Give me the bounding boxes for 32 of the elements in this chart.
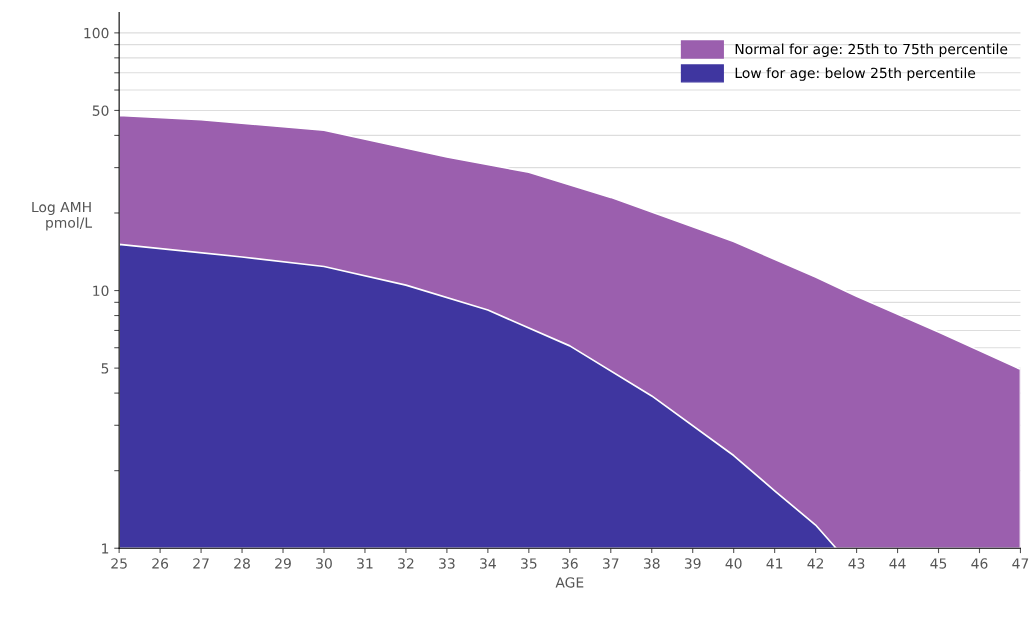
x-tick-label: 29 — [275, 558, 291, 569]
x-tick-label: 27 — [193, 558, 209, 569]
x-tick-label: 25 — [111, 558, 127, 569]
y-tick-label: 5 — [101, 363, 109, 374]
x-tick-label: 34 — [480, 558, 496, 569]
x-tick-label: 44 — [889, 558, 906, 569]
x-tick-label: 37 — [602, 558, 619, 569]
x-tick-label: 35 — [521, 558, 537, 569]
y-tick-label: 10 — [93, 285, 109, 297]
x-axis-title: AGE — [555, 577, 584, 588]
y-tick-label: 1 — [102, 543, 109, 554]
x-tick-label: 28 — [234, 558, 250, 569]
x-tick-label: 42 — [807, 558, 824, 569]
x-tick-label: 33 — [439, 558, 455, 569]
y-tick-label: 100 — [84, 27, 109, 39]
x-tick-label: 32 — [398, 558, 414, 569]
x-tick-label: 40 — [725, 558, 742, 569]
x-tick-label: 26 — [152, 558, 169, 569]
x-tick-label: 36 — [562, 558, 578, 569]
x-tick-label: 30 — [316, 558, 332, 569]
x-tick-label: 46 — [971, 558, 988, 569]
x-tick-label: 41 — [766, 558, 783, 569]
x-tick-label: 31 — [357, 558, 373, 569]
x-tick-label: 45 — [930, 558, 947, 569]
x-tick-label: 38 — [643, 558, 660, 569]
x-tick-label: 47 — [1012, 558, 1029, 569]
legend-label: Low for age: below 25th percentile — [735, 67, 976, 81]
y-axis-title: Log AMH pmol/L — [32, 201, 93, 231]
x-tick-label: 39 — [684, 558, 701, 569]
legend-label: Normal for age: 25th to 75th percentile — [735, 43, 1008, 57]
y-tick-label: 50 — [92, 105, 109, 116]
x-tick-label: 43 — [848, 558, 865, 569]
